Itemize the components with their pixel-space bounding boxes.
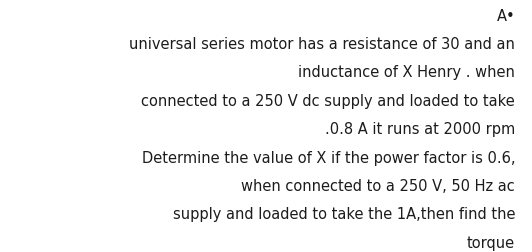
Text: when connected to a 250 V, 50 Hz ac: when connected to a 250 V, 50 Hz ac <box>242 179 515 194</box>
Text: .0.8 A it runs at 2000 rpm: .0.8 A it runs at 2000 rpm <box>325 122 515 137</box>
Text: Determine the value of X if the power factor is 0.6,: Determine the value of X if the power fa… <box>142 151 515 166</box>
Text: universal series motor has a resistance of 30 and an: universal series motor has a resistance … <box>129 37 515 52</box>
Text: connected to a 250 V dc supply and loaded to take: connected to a 250 V dc supply and loade… <box>142 94 515 109</box>
Text: supply and loaded to take the 1A,then find the: supply and loaded to take the 1A,then fi… <box>173 207 515 223</box>
Text: inductance of X Henry . when: inductance of X Henry . when <box>298 66 515 80</box>
Text: A•: A• <box>496 9 515 24</box>
Text: torque: torque <box>467 236 515 251</box>
